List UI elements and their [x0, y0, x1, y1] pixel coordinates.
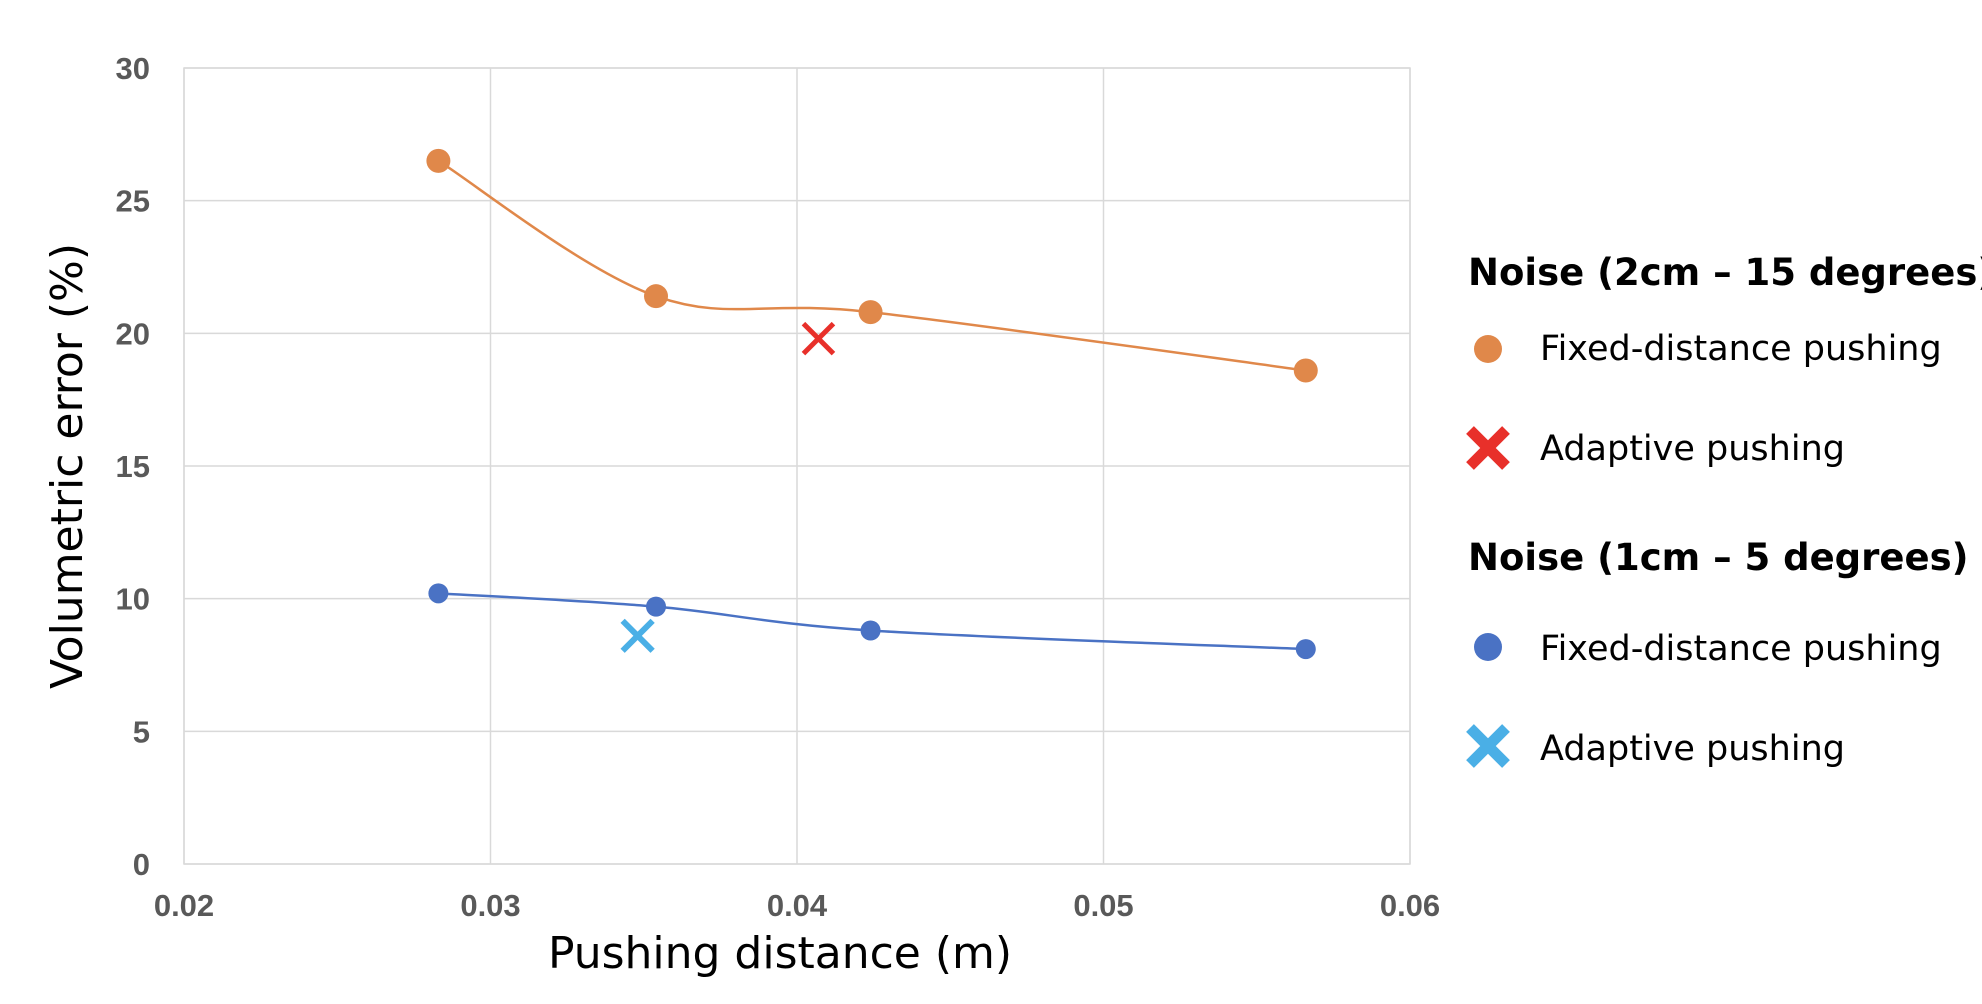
data-point-group2-fixed [1295, 639, 1316, 660]
y-tick-label: 30 [116, 51, 150, 86]
legend-entry-adaptive-1cm: Adaptive pushing [1540, 729, 1845, 769]
legend-circle-marker-blue [1474, 633, 1502, 661]
gridlines [183, 67, 1411, 865]
x-tick-label: 0.06 [1380, 888, 1440, 923]
series-line-group1 [437, 159, 1306, 372]
series-layer [426, 148, 1318, 660]
y-tick-labels: 0 5 10 15 20 25 30 [116, 51, 150, 882]
y-tick-label: 25 [116, 184, 150, 219]
y-tick-label: 20 [116, 316, 150, 351]
x-tick-label: 0.04 [767, 888, 828, 923]
x-tick-label: 0.03 [460, 888, 520, 923]
data-point-group2-fixed [428, 583, 449, 604]
y-tick-label: 10 [116, 582, 150, 617]
data-point-group1-fixed [426, 148, 451, 173]
data-point-group1-fixed [1293, 358, 1318, 383]
legend-x-marker-lightblue [1466, 724, 1510, 768]
data-point-group2-adaptive [620, 618, 655, 653]
legend-entry-fixed-1cm: Fixed-distance pushing [1540, 629, 1942, 669]
legend-entry-fixed-2cm: Fixed-distance pushing [1540, 329, 1942, 369]
data-point-group2-fixed [860, 620, 881, 641]
data-point-group1-fixed [858, 300, 883, 325]
legend-group-title-2: Noise (1cm – 5 degrees) [1468, 536, 1969, 579]
y-tick-label: 0 [133, 847, 150, 882]
x-tick-labels: 0.02 0.03 0.04 0.05 0.06 [154, 888, 1440, 923]
series-line-group2 [438, 592, 1306, 651]
y-tick-label: 15 [116, 449, 150, 484]
x-tick-label: 0.02 [154, 888, 214, 923]
legend: Noise (2cm – 15 degrees) Fixed-distance … [1466, 251, 1982, 769]
legend-x-marker-red [1466, 426, 1510, 470]
y-tick-label: 5 [133, 714, 150, 749]
data-point-group1-adaptive [801, 321, 836, 356]
legend-circle-marker-orange [1474, 335, 1502, 363]
x-axis-title: Pushing distance (m) [548, 928, 1012, 979]
data-point-group2-fixed [646, 596, 667, 617]
legend-entry-adaptive-2cm: Adaptive pushing [1540, 429, 1845, 469]
x-tick-label: 0.05 [1073, 888, 1133, 923]
legend-group-title-1: Noise (2cm – 15 degrees) [1468, 251, 1982, 294]
data-point-group1-fixed [644, 284, 669, 309]
y-axis-title: Volumetric error (%) [42, 243, 93, 689]
